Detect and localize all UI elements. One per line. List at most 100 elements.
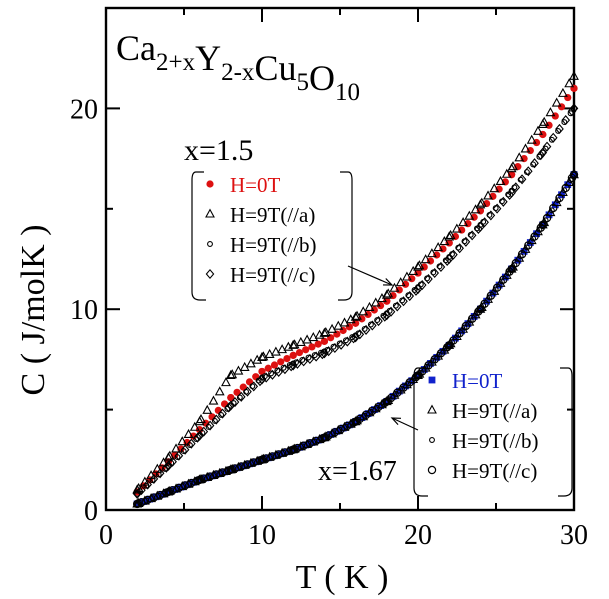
data-point <box>225 369 236 380</box>
data-point <box>530 161 537 168</box>
series-0-1 <box>132 70 579 494</box>
data-point <box>286 362 293 368</box>
data-point <box>395 277 406 287</box>
data-point <box>195 475 204 485</box>
data-point <box>374 316 383 327</box>
data-point <box>426 248 437 258</box>
data-point <box>411 285 421 296</box>
data-point <box>536 226 543 233</box>
data-point <box>327 431 335 438</box>
data-point <box>464 320 472 328</box>
data-point <box>289 351 297 359</box>
data-point <box>477 306 484 313</box>
legend-marker <box>205 268 215 280</box>
data-point <box>370 297 381 307</box>
data-point <box>557 103 566 111</box>
data-point <box>321 434 328 442</box>
legend-entry: H=9T(//c) <box>230 263 315 287</box>
data-point <box>445 341 454 350</box>
data-point <box>330 343 337 350</box>
data-point <box>180 444 190 455</box>
data-point <box>467 314 477 323</box>
data-point <box>288 360 298 371</box>
data-point <box>296 443 303 451</box>
data-point <box>507 264 516 274</box>
x-tick-label: 20 <box>404 520 432 551</box>
data-point <box>367 320 377 331</box>
data-point <box>433 353 441 361</box>
data-point <box>168 456 177 467</box>
data-point <box>506 163 517 173</box>
data-point <box>526 134 537 144</box>
data-point <box>343 336 352 347</box>
data-point <box>402 271 412 281</box>
data-point <box>380 311 390 322</box>
data-point <box>444 253 454 265</box>
data-point <box>146 495 154 503</box>
legend-marker <box>429 437 435 443</box>
data-point <box>305 353 315 365</box>
data-point <box>218 411 225 418</box>
data-point <box>227 393 235 402</box>
legend-bracket-right <box>558 367 573 497</box>
data-point <box>364 301 375 311</box>
data-point <box>149 473 159 484</box>
data-point <box>408 265 419 275</box>
legend-marker <box>427 404 437 414</box>
data-point <box>405 378 414 387</box>
data-point <box>302 441 310 449</box>
data-point <box>414 372 422 379</box>
data-point <box>264 348 275 358</box>
data-point <box>370 406 378 413</box>
data-point <box>569 70 579 80</box>
data-point <box>393 388 402 398</box>
data-point <box>382 397 391 406</box>
data-point <box>311 351 321 362</box>
data-point <box>486 210 496 221</box>
data-point <box>561 183 570 193</box>
legend-entry: H=9T(//b) <box>452 429 539 453</box>
data-point <box>180 448 187 455</box>
data-point <box>132 488 142 499</box>
data-point <box>436 261 446 273</box>
data-point <box>461 236 471 247</box>
data-point <box>564 78 575 88</box>
data-point <box>445 341 453 349</box>
data-point <box>567 110 574 117</box>
data-point <box>208 395 219 405</box>
data-point <box>474 307 483 316</box>
legend-marker <box>206 180 214 188</box>
data-point <box>137 485 146 496</box>
data-point <box>264 364 272 372</box>
data-point <box>558 87 568 97</box>
data-point <box>257 351 267 361</box>
data-point <box>289 446 297 454</box>
data-point <box>155 471 162 478</box>
data-point <box>417 280 427 291</box>
series-0-3 <box>132 103 579 499</box>
data-point <box>171 486 179 493</box>
data-point <box>351 417 360 426</box>
data-point <box>561 115 571 126</box>
data-point <box>336 340 343 347</box>
data-point <box>261 372 271 383</box>
data-point <box>140 498 147 505</box>
data-point <box>480 217 489 228</box>
data-point <box>548 132 558 143</box>
legend-bracket-right <box>338 171 353 301</box>
data-point <box>474 223 483 235</box>
data-point <box>196 432 203 439</box>
data-point <box>399 296 408 307</box>
data-point <box>402 382 409 390</box>
data-point <box>226 400 236 411</box>
data-point <box>320 348 329 359</box>
data-point <box>405 290 415 302</box>
data-point <box>352 418 359 426</box>
data-point <box>202 404 213 414</box>
series-1-3 <box>132 170 579 509</box>
data-point <box>483 190 493 200</box>
y-axis-label: C ( J/molK ) <box>15 225 52 396</box>
data-point <box>399 383 408 392</box>
data-point <box>339 424 347 432</box>
